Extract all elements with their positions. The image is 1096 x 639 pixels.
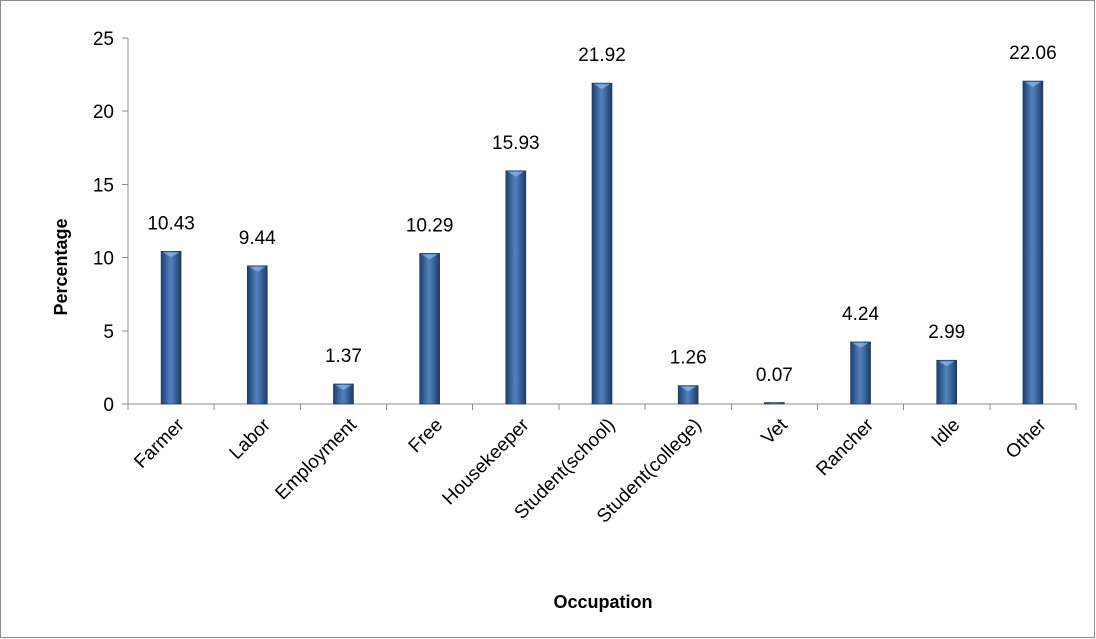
bar-rancher [850, 341, 871, 405]
y-tick-label: 0 [103, 395, 114, 416]
data-label: 1.37 [325, 346, 362, 367]
data-label: 1.26 [670, 348, 707, 369]
bar-student-school [591, 82, 613, 405]
x-tick-label: Rancher [812, 414, 878, 480]
bar-cap-highlight [335, 384, 352, 390]
y-tick-label: 25 [93, 29, 114, 50]
x-tick-label: Labor [226, 414, 276, 464]
data-label: 22.06 [1009, 43, 1057, 64]
x-tick-label: Vet [758, 414, 793, 449]
bar-cap-highlight [852, 342, 869, 348]
data-label: 10.29 [406, 215, 454, 236]
bar-vet [764, 402, 785, 405]
x-axis-title: Occupation [553, 592, 652, 612]
bar-cap-highlight [594, 84, 610, 90]
x-tick-label: Housekeeper [439, 414, 534, 509]
y-axis-title: Percentage [51, 218, 71, 315]
data-label: 21.92 [578, 45, 626, 66]
bar-labor [246, 265, 268, 405]
bar-housekeeper [505, 170, 527, 405]
y-tick-label: 20 [93, 102, 114, 123]
bar-cap-highlight [249, 266, 266, 272]
x-tick-label: Employment [271, 414, 361, 504]
data-label: 9.44 [239, 228, 276, 249]
bar-cap-highlight [938, 361, 955, 367]
bar-cap-highlight [507, 171, 524, 177]
bar-cap-highlight [680, 386, 697, 392]
data-label: 2.99 [928, 322, 965, 343]
x-tick-label: Idle [928, 415, 965, 452]
bar-employment [333, 383, 354, 405]
data-label: 4.24 [842, 304, 879, 325]
data-label: 15.93 [492, 133, 540, 154]
y-tick-label: 15 [93, 175, 114, 196]
x-tick-label: Other [1002, 414, 1051, 463]
bar-cap-highlight [1024, 82, 1041, 88]
x-tick-label: Farmer [130, 414, 189, 473]
plot-area: 0 5 10 15 20 25 10.43 Farmer 9.44 Labor 1.37 Employ… [93, 29, 1077, 527]
data-label: 10.43 [147, 213, 195, 234]
bar-idle [936, 359, 958, 405]
y-tick-label: 10 [93, 249, 114, 270]
bar-free [419, 253, 440, 405]
bar-cap-highlight [421, 254, 438, 260]
bar-cap-highlight [163, 252, 180, 258]
data-label: 0.07 [756, 365, 793, 386]
bar-student-college [677, 385, 699, 405]
x-tick-label: Free [405, 415, 447, 457]
bar-other [1022, 80, 1044, 405]
bar-farmer [160, 251, 182, 405]
y-tick-label: 5 [103, 322, 114, 343]
